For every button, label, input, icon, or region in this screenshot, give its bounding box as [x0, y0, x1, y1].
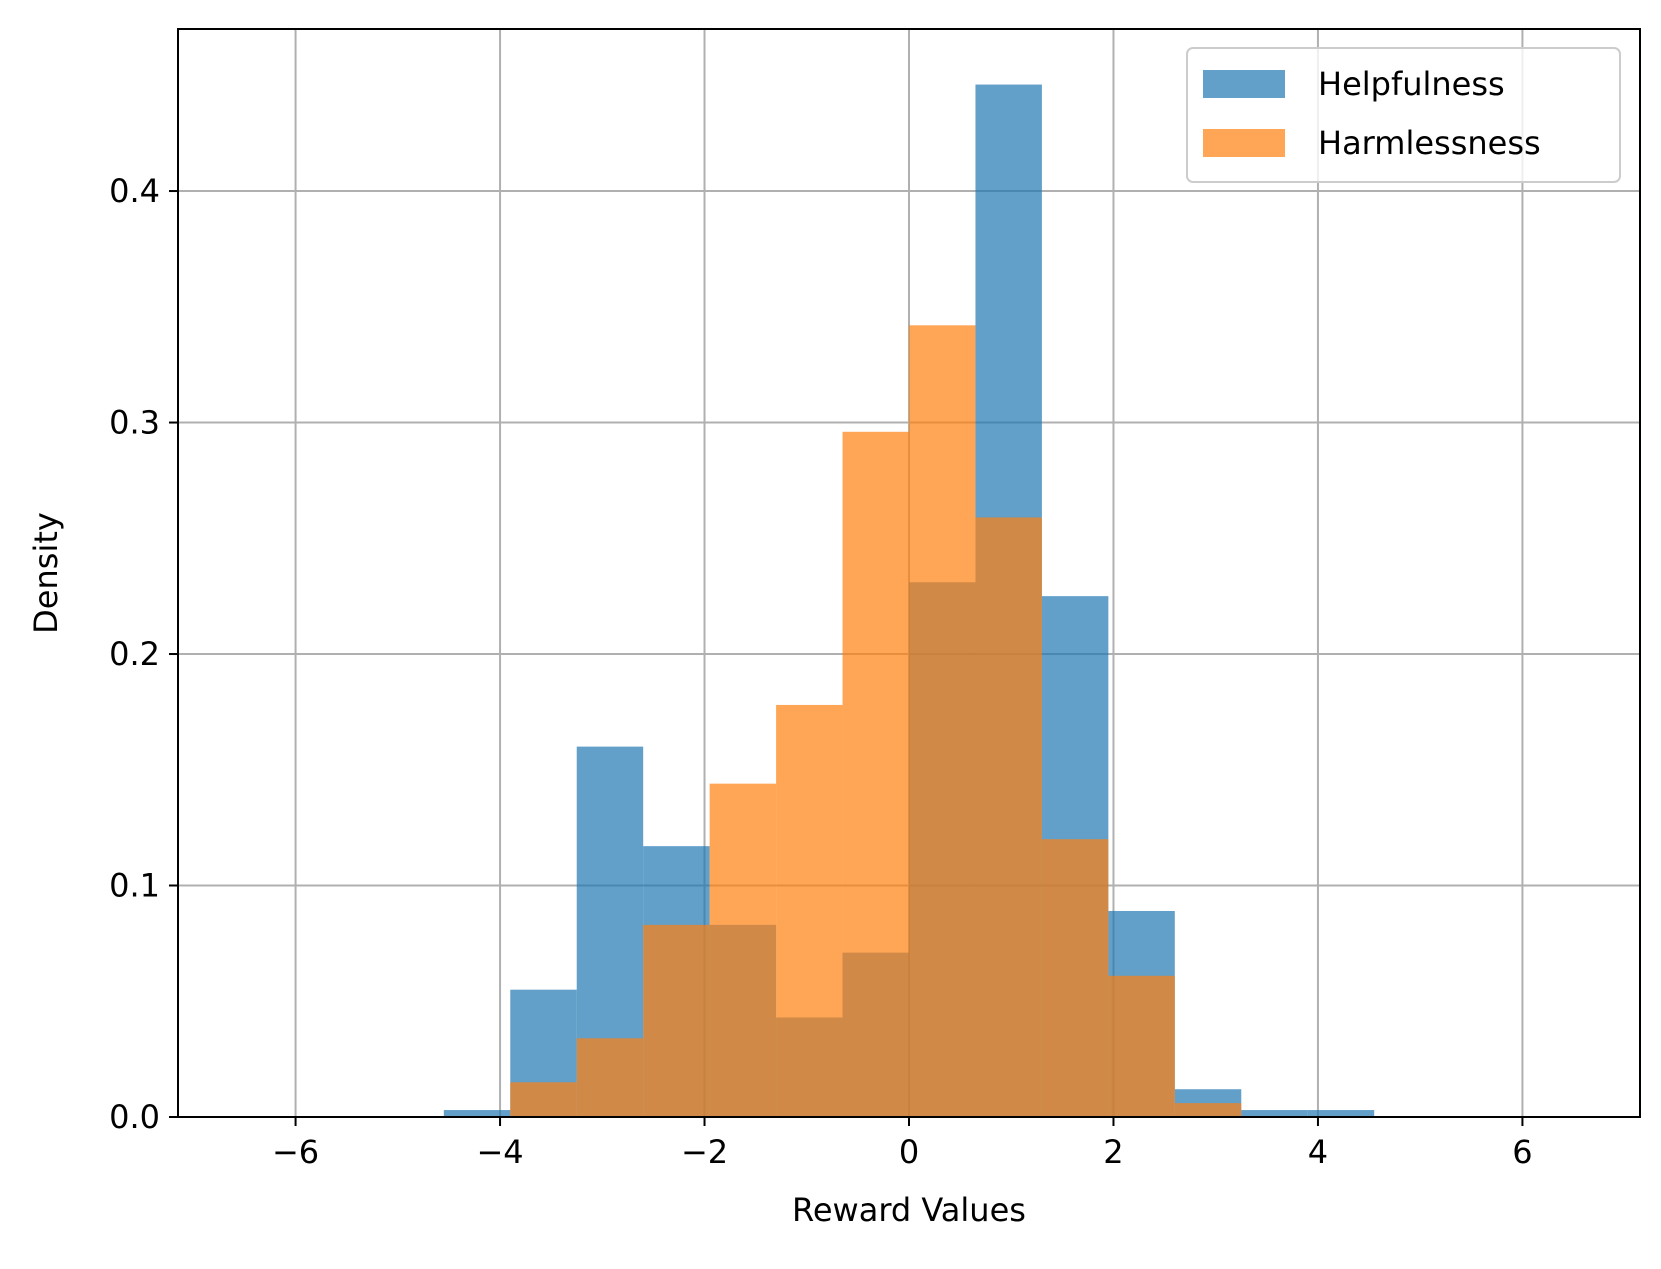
bar-harmlessness-6	[842, 431, 909, 1117]
bar-harmlessness-9	[1041, 839, 1109, 1117]
legend-label-harmlessness: Harmlessness	[1318, 124, 1541, 162]
x-tick-label: 0	[899, 1133, 919, 1171]
bar-harmlessness-4	[709, 783, 777, 1117]
x-tick-label: −4	[476, 1133, 523, 1171]
bar-harmlessness-7	[909, 325, 976, 1117]
x-tick-label: 6	[1512, 1133, 1532, 1171]
x-axis-ticks: −6 −4 −2 0 2 4 6	[272, 1117, 1533, 1171]
y-tick-label: 0.4	[109, 172, 160, 210]
y-axis-ticks: 0.0 0.1 0.2 0.3 0.4	[109, 172, 178, 1136]
legend-box	[1186, 47, 1621, 183]
y-tick-label: 0.0	[109, 1098, 160, 1136]
bar-harmlessness-10	[1108, 975, 1175, 1117]
bar-helpfulness-13	[1307, 1110, 1375, 1117]
bar-harmlessness-1	[510, 1082, 577, 1117]
bar-harmlessness-2	[576, 1038, 644, 1117]
bar-harmlessness-3	[643, 924, 710, 1117]
x-tick-label: −6	[272, 1133, 319, 1171]
bar-harmlessness-8	[975, 517, 1042, 1117]
bar-helpfulness-0	[443, 1110, 511, 1117]
bar-harmlessness-11	[1174, 1103, 1242, 1117]
x-tick-label: 2	[1103, 1133, 1123, 1171]
legend-label-helpfulness: Helpfulness	[1318, 65, 1505, 103]
x-tick-label: −2	[681, 1133, 728, 1171]
legend-swatch-harmlessness	[1203, 129, 1285, 157]
y-axis-label: Density	[27, 512, 65, 634]
x-axis-label: Reward Values	[792, 1191, 1026, 1229]
y-tick-label: 0.1	[109, 867, 160, 905]
x-tick-label: 4	[1308, 1133, 1328, 1171]
histogram-bars	[443, 84, 1375, 1117]
bar-helpfulness-12	[1241, 1110, 1308, 1117]
legend-swatch-helpfulness	[1203, 70, 1285, 98]
bar-harmlessness-5	[776, 704, 843, 1117]
y-tick-label: 0.2	[109, 635, 160, 673]
y-tick-label: 0.3	[109, 404, 160, 442]
legend: Helpfulness Harmlessness	[1186, 47, 1621, 183]
